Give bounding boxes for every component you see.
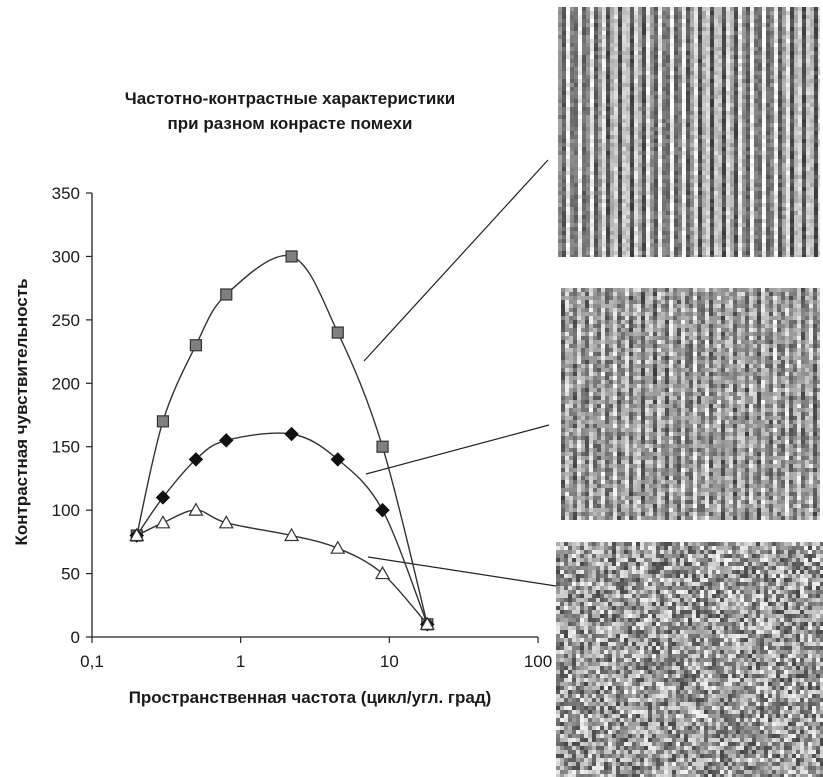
- connector-line-1: [363, 159, 549, 362]
- data-point-diamond: [375, 502, 390, 518]
- data-point-diamond: [330, 452, 345, 467]
- data-point-square: [331, 326, 344, 339]
- grating-images: [556, 7, 823, 777]
- data-point-diamond: [155, 490, 171, 505]
- y-tick-label: 250: [52, 311, 80, 330]
- x-tick-label: 10: [380, 652, 399, 671]
- data-point-triangle: [419, 616, 435, 630]
- y-tick-label: 100: [52, 501, 80, 520]
- y-tick-label: 350: [52, 184, 80, 203]
- x-tick-label: 1: [236, 652, 245, 671]
- medium-noise-grating: [561, 288, 820, 520]
- y-axis-label: Контрастная чувствительность: [12, 278, 31, 546]
- data-point-diamond: [188, 452, 204, 467]
- high-noise-grating: [556, 542, 823, 777]
- data-point-square: [189, 339, 203, 352]
- series-line-3: [136, 509, 428, 625]
- data-point-triangle: [330, 540, 346, 554]
- y-tick-label: 300: [52, 247, 80, 266]
- chart-title-line-2: при разном конрасте помехи: [167, 114, 413, 133]
- x-tick-label: 0,1: [80, 652, 104, 671]
- series-markers: [129, 250, 435, 632]
- data-point-triangle: [284, 527, 300, 542]
- connector-line-2: [365, 424, 550, 475]
- data-point-triangle: [129, 527, 145, 542]
- data-point-square: [285, 250, 298, 263]
- data-point-square: [220, 288, 233, 301]
- data-point-triangle: [188, 502, 204, 516]
- data-point-square: [156, 415, 170, 428]
- x-axis-label: Пространственная частота (цикл/угл. град…: [128, 688, 492, 707]
- chart-title-line-1: Частотно-контрастные характеристики: [124, 89, 456, 108]
- y-tick-label: 0: [71, 628, 80, 647]
- data-point-triangle: [375, 565, 391, 580]
- x-tick-label: 100: [524, 652, 552, 671]
- axes: 0 50 100 150 200 250 300 350 0,1 1 10 100: [52, 184, 553, 671]
- series-line-2: [136, 432, 428, 625]
- y-tick-label: 200: [52, 374, 80, 393]
- y-tick-label: 150: [52, 438, 80, 457]
- data-point-triangle: [218, 515, 234, 529]
- data-point-square: [376, 440, 389, 453]
- y-tick-label: 50: [61, 565, 80, 584]
- data-point-diamond: [284, 426, 299, 442]
- low-noise-grating: [558, 7, 820, 257]
- connector-line-3: [367, 556, 557, 587]
- data-point-triangle: [155, 515, 171, 529]
- data-point-diamond: [219, 433, 234, 448]
- connector-lines: [363, 159, 557, 587]
